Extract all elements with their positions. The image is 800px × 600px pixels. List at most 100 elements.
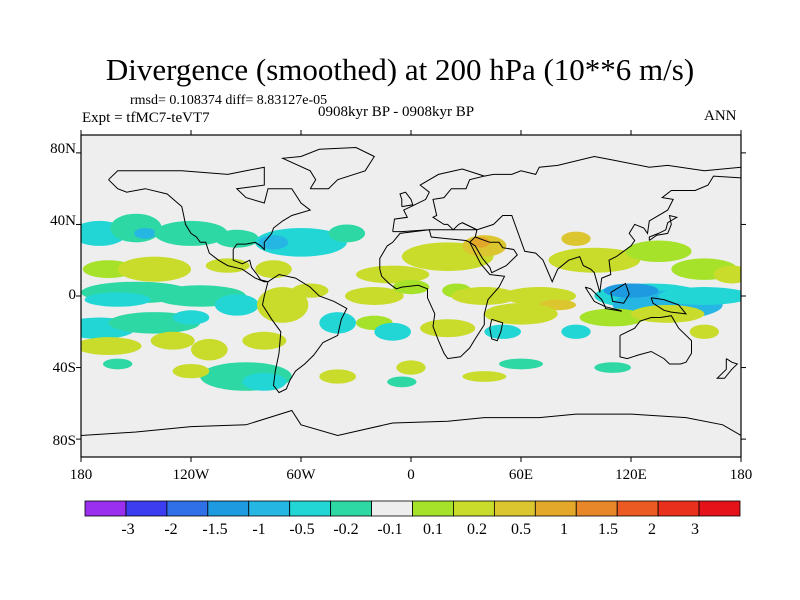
colorbar-box [207,500,250,517]
divergence-contour [319,369,356,384]
coastline [108,166,312,283]
coastline [399,191,414,208]
colorbar-box [493,500,536,517]
divergence-contour [81,337,142,356]
divergence-contour [214,229,259,248]
x-tick-0: 0 [407,467,415,483]
statistics-text: rmsd= 0.108374 diff= 8.83127e-05 [130,93,328,108]
coastline [81,409,741,437]
colorbar-label: -0.5 [289,521,315,538]
colorbar-box [330,500,372,517]
colorbar-label: 3 [691,521,699,538]
y-tick-40n: 40N [50,213,76,229]
colorbar-box [84,500,127,517]
divergence-contour [392,279,430,295]
divergence-contour [484,303,558,325]
colorbar-box [453,500,495,517]
colorbar [84,500,741,517]
colorbar-label: -0.1 [377,521,403,538]
coastline [648,214,679,241]
coastline [619,315,692,365]
colorbar-box [698,500,741,517]
divergence-contour [255,228,347,257]
colorbar-label: 1 [560,521,568,538]
colorbar-box [248,500,291,517]
coastline [462,155,741,293]
divergence-contour [374,322,411,341]
colorbar-label: -3 [121,521,135,538]
divergence-contour [110,213,162,243]
divergence-contour [319,312,356,334]
divergence-field [81,213,741,391]
colorbar-label: 0.2 [467,521,487,538]
colorbar-box [125,500,168,517]
colorbar-label: 0.1 [423,521,443,538]
colorbar-box [575,500,618,517]
coastline [392,168,487,233]
divergence-contour [548,247,641,273]
colorbar-label: -0.2 [333,521,359,538]
divergence-contour [420,319,476,338]
colorbar-label: 1.5 [598,521,618,538]
plot-title: Divergence (smoothed) at 200 hPa (10**6 … [105,52,695,87]
divergence-contour [561,231,591,246]
divergence-contour [242,372,287,391]
divergence-contour [257,287,309,323]
coastline [379,229,506,360]
divergence-contour [328,224,366,243]
colorbar-box [166,500,209,517]
coastlines [81,146,741,437]
divergence-contour [451,287,518,305]
x-tick-180w: 180 [69,467,93,483]
colorbar-label: 0.5 [511,521,531,538]
colorbar-box [616,500,659,517]
divergence-contour [214,294,259,316]
divergence-contour [258,235,289,250]
divergence-contour [172,363,210,379]
colorbar-box [371,500,413,517]
divergence-contour [345,287,404,305]
coastline [280,146,376,190]
colorbar-box [534,500,577,517]
divergence-contour [387,376,417,388]
x-tick-120w: 120W [172,467,210,483]
divergence-contour [150,331,195,350]
season-label: ANN [704,108,737,124]
divergence-contour [191,338,228,361]
divergence-contour [103,358,133,370]
divergence-contour [462,371,507,382]
divergence-contour [579,308,646,327]
divergence-contour [356,265,430,284]
coastline [584,286,607,308]
y-tick-80s: 80S [52,433,76,449]
x-tick-60w: 60W [286,467,316,483]
experiment-label: Expt = tfMC7-teVT7 [82,110,210,126]
colorbar-box [412,500,454,517]
divergence-contour [658,287,741,305]
y-tick-40s: 40S [52,360,76,376]
coastline [610,282,630,304]
axis-ticks [76,130,746,462]
colorbar-box [657,500,700,517]
colorbar-label: -2 [164,521,178,538]
coastline [604,306,623,312]
divergence-contour [625,240,692,263]
colorbar-label: 2 [648,521,656,538]
y-tick-80n: 80N [50,141,76,157]
divergence-contour [172,310,210,325]
divergence-contour [117,256,191,282]
divergence-contour [713,265,741,284]
x-tick-60e: 60E [508,467,534,483]
colorbar-label: -1.5 [202,521,228,538]
divergence-contour [689,324,719,339]
coastline [715,358,739,379]
colorbar-label: -1 [252,521,266,538]
divergence-contour [255,260,292,279]
divergence-contour [471,236,490,248]
x-tick-180e: 180 [729,467,753,483]
x-tick-120e: 120E [615,467,647,483]
divergence-contour [242,331,287,350]
y-tick-eq: 0 [68,287,77,303]
divergence-contour [291,283,329,298]
